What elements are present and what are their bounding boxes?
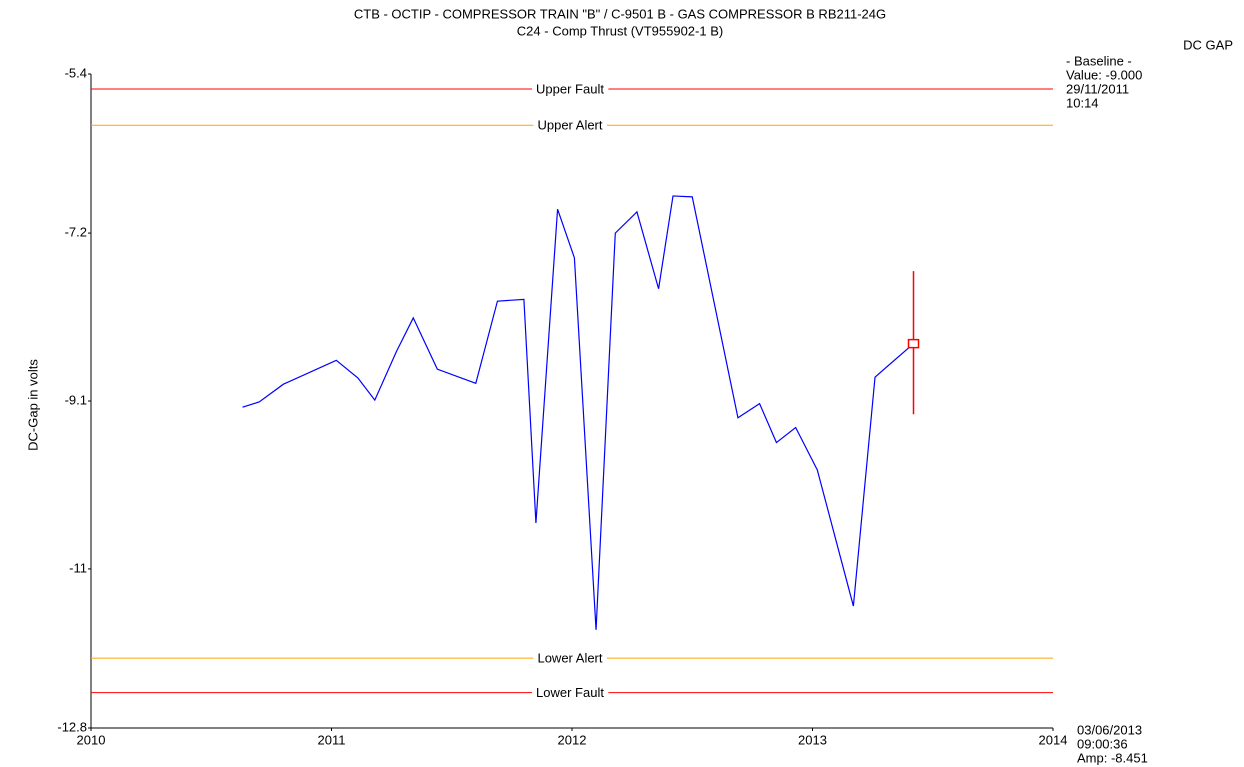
cursor-marker — [907, 338, 920, 349]
y-tick-label: -5.4 — [65, 65, 87, 80]
threshold-label: Upper Fault — [536, 81, 604, 96]
x-tick-label: 2014 — [1039, 732, 1068, 747]
y-axis-label: DC-Gap in volts — [25, 359, 40, 451]
threshold-label-bg — [533, 122, 607, 129]
y-tick-label: -11 — [69, 560, 87, 575]
threshold-label: Lower Fault — [536, 685, 604, 700]
x-tick-label: 2010 — [77, 732, 106, 747]
cursor-info: 03/06/2013 — [1077, 722, 1142, 737]
legend-entry: DC GAP — [1183, 37, 1233, 52]
threshold-label: Upper Alert — [537, 118, 602, 133]
cursor-info: 09:00:36 — [1077, 736, 1128, 751]
x-tick-label: 2011 — [318, 732, 346, 747]
y-tick-label: -7.2 — [65, 225, 87, 240]
threshold-label-bg — [533, 655, 607, 662]
threshold-label: Lower Alert — [537, 651, 602, 666]
y-tick-label: -9.1 — [65, 392, 87, 407]
baseline-info: Value: -9.000 — [1066, 67, 1142, 82]
threshold-label-bg — [532, 86, 609, 93]
data-line — [242, 195, 914, 630]
chart-title: CTB - OCTIP - COMPRESSOR TRAIN "B" / C-9… — [354, 6, 886, 21]
cursor-info: Amp: -8.451 — [1077, 750, 1148, 765]
chart-subtitle: C24 - Comp Thrust (VT955902-1 B) — [517, 23, 723, 38]
x-tick-label: 2012 — [558, 732, 587, 747]
baseline-info: 29/11/2011 — [1066, 81, 1129, 96]
y-tick-label: -12.8 — [57, 719, 87, 734]
baseline-info: - Baseline - — [1066, 53, 1132, 68]
threshold-label-bg — [532, 689, 609, 696]
x-tick-label: 2013 — [798, 732, 827, 747]
baseline-info: 10:14 — [1066, 95, 1099, 110]
